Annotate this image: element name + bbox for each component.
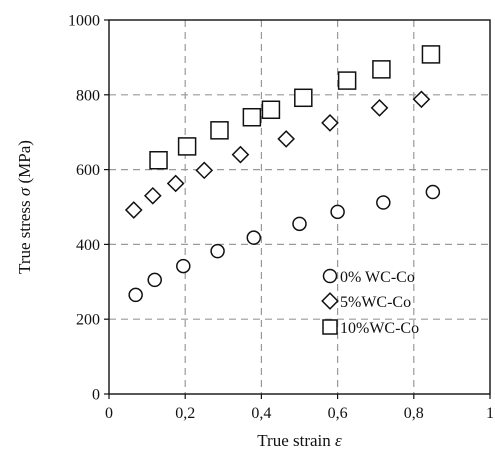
x-tick-label: 1: [486, 405, 494, 422]
plot-frame: [108, 19, 491, 395]
y-axis-symbol: σ: [15, 187, 34, 196]
data-point-square: [421, 45, 441, 64]
data-point-circle: [376, 195, 391, 210]
grid: [109, 20, 490, 394]
data-point-square: [177, 137, 197, 156]
data-point-circle: [246, 230, 262, 245]
data-point-circle: [330, 204, 345, 220]
data-point-square: [242, 107, 262, 127]
x-tick-label: 0,8: [404, 405, 424, 422]
x-tick-label: 0,2: [175, 405, 195, 422]
y-axis-label-text: True stress: [15, 200, 34, 274]
series-circle: [128, 184, 441, 303]
y-axis-label: True stress σ (MPa): [15, 140, 34, 274]
y-tick-label: 600: [76, 162, 100, 179]
axis-ticks: 0 0,2 0,4 0,6 0,8 1 0 200 400 600 800 1000: [68, 13, 494, 423]
data-point-circle: [128, 287, 143, 303]
data-point-diamond: [277, 130, 296, 148]
data-point-square: [149, 151, 168, 170]
x-axis-symbol: ε: [335, 431, 342, 450]
legend-circle-marker: [322, 268, 338, 284]
data-point-circle: [176, 258, 191, 274]
x-axis-label-text: True strain: [257, 431, 331, 450]
data-point-diamond: [143, 186, 162, 205]
x-tick-label: 0,6: [328, 405, 348, 422]
data-point-circle: [292, 216, 307, 232]
legend-label-2: 10%WC-Co: [340, 320, 419, 337]
data-point-circle: [210, 243, 225, 259]
data-point-diamond: [124, 201, 143, 219]
legend: 0% WC-Co 5%WC-Co 10%WC-Co: [321, 268, 419, 337]
x-axis-label: True strain ε: [257, 431, 342, 450]
data-point-circle: [147, 272, 162, 288]
y-tick-label: 200: [76, 312, 100, 329]
data-point-circle: [425, 184, 441, 200]
legend-square-marker: [322, 319, 338, 335]
legend-label-0: 0% WC-Co: [340, 269, 415, 286]
data-point-diamond: [231, 145, 250, 164]
x-tick-label: 0,4: [251, 405, 271, 422]
y-tick-label: 800: [76, 87, 100, 104]
data-markers: [124, 45, 441, 303]
data-point-square: [294, 88, 313, 108]
series-diamond: [124, 90, 431, 219]
data-point-diamond: [195, 161, 214, 180]
legend-diamond-marker: [321, 292, 339, 310]
data-point-diamond: [412, 90, 431, 109]
x-tick-label: 0: [105, 405, 113, 422]
data-point-square: [337, 71, 357, 90]
data-point-square: [261, 100, 281, 120]
y-tick-label: 1000: [68, 13, 100, 30]
data-point-diamond: [166, 174, 185, 193]
data-point-square: [372, 60, 391, 79]
y-tick-label: 400: [76, 237, 100, 254]
data-point-diamond: [321, 114, 339, 132]
y-axis-unit: (MPa): [15, 140, 34, 183]
data-point-diamond: [370, 99, 389, 117]
y-tick-label: 0: [92, 387, 100, 404]
series-square: [149, 45, 441, 170]
legend-label-1: 5%WC-Co: [340, 294, 411, 311]
data-point-square: [210, 121, 229, 140]
